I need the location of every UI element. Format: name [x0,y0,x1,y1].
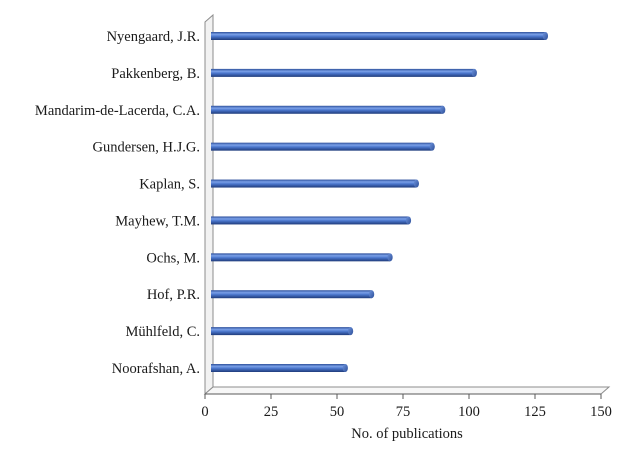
x-tick-label: 75 [396,404,411,420]
x-tick-label: 50 [330,404,345,420]
bar-body [211,142,433,151]
bar-body [211,290,372,299]
x-tick-label: 125 [524,404,546,420]
bar-body [211,216,409,225]
bar [211,327,354,336]
bar-body [211,327,351,336]
bar-cap [342,364,348,372]
category-label: Mandarim-de-Lacerda, C.A. [35,103,200,119]
category-label: Mühlfeld, C. [125,324,200,340]
bar-cap [440,105,446,114]
bar [211,364,348,372]
x-tick-label: 0 [201,404,208,420]
bar-cap [413,179,419,188]
category-labels: Nyengaard, J.R. Pakkenberg, B. Mandarim-de… [35,29,200,377]
x-axis-ticks: 0 25 50 75 100 125 150 [201,394,612,420]
category-label: Pakkenberg, B. [111,66,200,82]
bar-cap [347,327,354,336]
bar [211,179,419,188]
x-tick-label: 25 [264,404,279,420]
bar-body [211,253,391,262]
bar-body [211,32,546,40]
category-label: Nyengaard, J.R. [107,29,200,45]
bar-body [211,179,417,188]
bar-body [211,68,475,77]
x-tick-label: 150 [590,404,612,420]
bar [211,142,435,151]
bar-cap [471,68,477,77]
bar-body [211,364,346,372]
bar [211,105,446,114]
bar [211,290,375,299]
category-label: Gundersen, H.J.G. [92,140,200,156]
bar [211,32,549,40]
bar [211,216,412,225]
bars [211,32,549,372]
floor-panel [203,386,611,395]
category-label: Ochs, M. [146,250,200,266]
category-label: Hof, P.R. [147,287,200,303]
bar-cap [542,32,549,40]
x-tick-label: 100 [458,404,480,420]
category-label: Noorafshan, A. [112,361,200,377]
bar-body [211,105,443,114]
bar-cap [429,142,435,151]
bar [211,68,477,77]
category-label: Mayhew, T.M. [115,213,200,229]
bar-cap [369,290,375,299]
x-axis-title: No. of publications [351,426,463,442]
bar-cap [405,216,412,225]
bar [211,253,393,262]
category-label: Kaplan, S. [139,177,200,193]
bar-cap [387,253,393,262]
